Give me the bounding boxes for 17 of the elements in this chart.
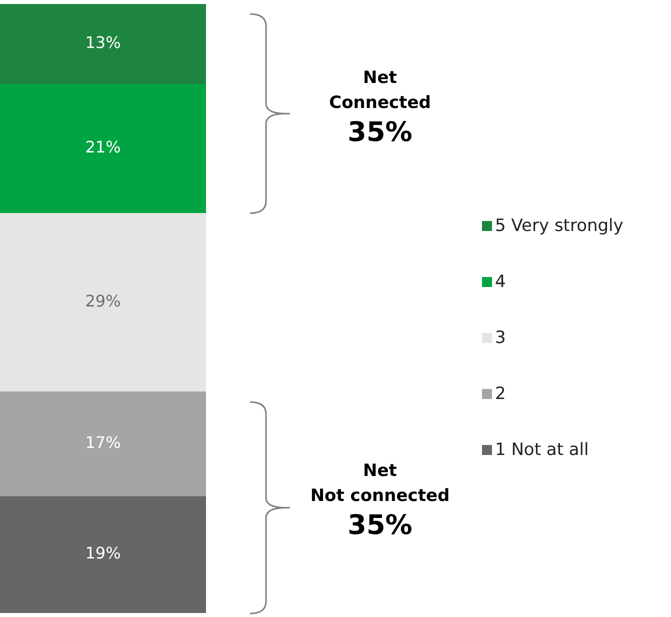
legend-label: 2 xyxy=(495,384,506,404)
legend-label: 5 Very strongly xyxy=(495,216,624,236)
bar xyxy=(0,496,206,613)
bar xyxy=(0,84,206,214)
data-label: 29% xyxy=(85,292,121,311)
data-label: 13% xyxy=(85,33,121,52)
data-label: 19% xyxy=(85,544,121,563)
legend-label: 3 xyxy=(495,328,506,348)
data-label: 17% xyxy=(85,432,121,452)
bar xyxy=(0,213,206,392)
text: Net Connected 35% xyxy=(328,66,432,150)
bar xyxy=(0,4,206,84)
data-label: 21% xyxy=(85,138,121,157)
text: Net Not connected 35% xyxy=(309,460,451,544)
bar xyxy=(0,392,206,496)
legend-label: 1 Not at all xyxy=(495,440,589,460)
legend-label: 4 xyxy=(495,272,506,292)
